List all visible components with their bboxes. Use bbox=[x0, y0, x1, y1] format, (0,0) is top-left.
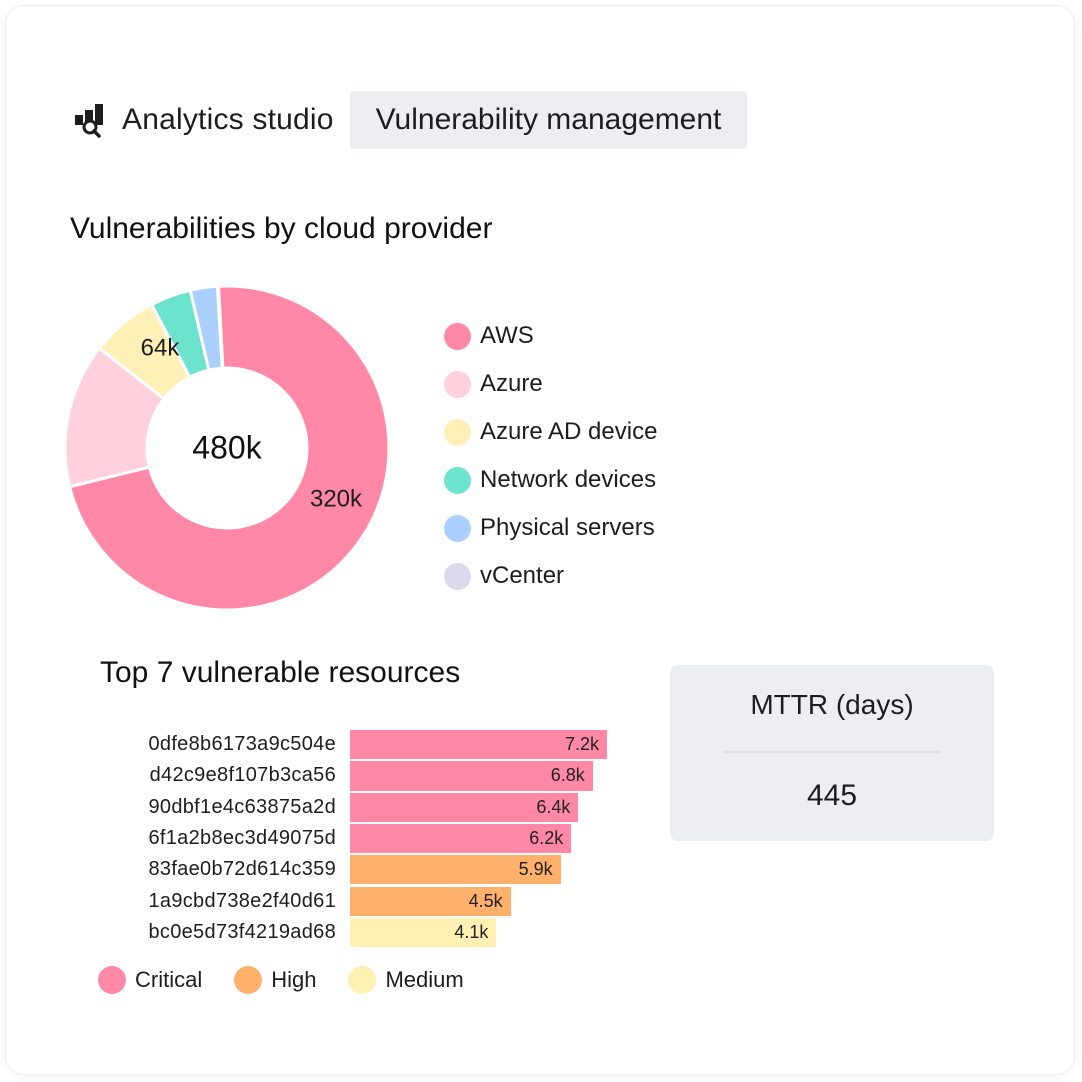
legend-item-physical-servers[interactable]: Physical servers bbox=[444, 504, 657, 552]
mttr-divider bbox=[724, 751, 940, 753]
legend-swatch bbox=[444, 370, 471, 398]
analytics-studio-icon bbox=[75, 104, 103, 138]
mttr-title: MTTR (days) bbox=[750, 689, 914, 720]
legend-label: Azure AD device bbox=[480, 418, 658, 445]
legend-item-aws[interactable]: AWS bbox=[444, 312, 657, 360]
bar-value-label: 4.5k bbox=[468, 890, 503, 911]
bar-1a9cbd738e2f40d61[interactable]: 4.5k bbox=[350, 886, 511, 916]
bar-6f1a2b8ec3d49075d[interactable]: 6.2k bbox=[350, 823, 572, 854]
bar-value-label: 6.4k bbox=[536, 796, 571, 817]
bar-d42c9e8f107b3ca56[interactable]: 6.8k bbox=[350, 761, 593, 791]
bar-category-label: d42c9e8f107b3ca56 bbox=[149, 764, 336, 787]
mttr-value: 445 bbox=[806, 779, 858, 812]
bar-value-label: 6.8k bbox=[550, 765, 585, 786]
bar-category-label: bc0e5d73f4219ad68 bbox=[148, 920, 336, 943]
legend-label: AWS bbox=[480, 322, 534, 349]
bar-83fae0b72d614c359[interactable]: 5.9k bbox=[350, 855, 561, 885]
bar-value-label: 5.9k bbox=[518, 859, 553, 880]
severity-legend-item-critical[interactable]: Critical bbox=[98, 966, 202, 994]
legend-label: Azure bbox=[480, 370, 543, 397]
legend-swatch bbox=[444, 514, 471, 542]
legend-swatch bbox=[234, 966, 263, 994]
donut-legend: AWS Azure Azure AD device Network devices Ph… bbox=[444, 312, 657, 600]
donut-chart-title: Vulnerabilities by cloud provider bbox=[70, 212, 493, 245]
severity-legend-item-high[interactable]: High bbox=[234, 966, 316, 994]
bar-category-label: 0dfe8b6173a9c504e bbox=[148, 733, 336, 755]
legend-swatch bbox=[444, 418, 471, 446]
donut-center-total: 480k bbox=[192, 429, 262, 465]
bar-bc0e5d73f4219ad68[interactable]: 4.1k bbox=[350, 917, 497, 948]
donut-slice-label: 320k bbox=[310, 485, 363, 512]
bar-0dfe8b6173a9c504e[interactable]: 7.2k bbox=[350, 730, 607, 760]
legend-label: vCenter bbox=[480, 562, 565, 589]
bar-value-label: 6.2k bbox=[529, 827, 564, 848]
donut-slice-aws[interactable] bbox=[67, 284, 391, 612]
severity-legend-item-medium[interactable]: Medium bbox=[348, 966, 464, 994]
legend-label: Physical servers bbox=[480, 514, 655, 541]
legend-item-vcenter[interactable]: vCenter bbox=[444, 552, 657, 600]
bar-plot-area: 7.2k 6.8k 6.4k 6.2k 5.9k 4.5k 4.1k bbox=[350, 729, 650, 949]
bar-value-label: 4.1k bbox=[454, 921, 489, 942]
legend-item-azure[interactable]: Azure bbox=[444, 360, 657, 408]
legend-swatch bbox=[98, 966, 126, 994]
legend-swatch bbox=[348, 966, 377, 994]
legend-swatch bbox=[444, 562, 471, 590]
bar-chart-title: Top 7 vulnerable resources bbox=[100, 656, 461, 689]
bar-value-label: 7.2k bbox=[564, 734, 599, 754]
vulnerability-management-tag[interactable]: Vulnerability management bbox=[349, 91, 748, 149]
bar-category-label: 1a9cbd738e2f40d61 bbox=[148, 889, 336, 912]
legend-label: Medium bbox=[385, 967, 464, 992]
legend-swatch bbox=[444, 322, 471, 350]
bar-category-labels: 0dfe8b6173a9c504e d42c9e8f107b3ca56 90dbf1… bbox=[36, 729, 336, 949]
legend-item-network-devices[interactable]: Network devices bbox=[444, 456, 657, 504]
legend-item-azure-ad-device[interactable]: Azure AD device bbox=[444, 408, 657, 456]
bar-category-label: 83fae0b72d614c359 bbox=[148, 858, 336, 881]
mttr-card: MTTR (days) 445 bbox=[670, 665, 994, 841]
donut-slice-label: 64k bbox=[141, 334, 181, 361]
header: Analytics studio Vulnerability managemen… bbox=[74, 90, 748, 150]
bar-category-label: 90dbf1e4c63875a2d bbox=[148, 795, 336, 818]
legend-label: High bbox=[271, 967, 317, 992]
bar-category-label: 6f1a2b8ec3d49075d bbox=[148, 826, 336, 849]
legend-label: Network devices bbox=[480, 466, 657, 493]
dashboard-card: Analytics studio Vulnerability managemen… bbox=[6, 6, 1074, 1074]
bar-90dbf1e4c63875a2d[interactable]: 6.4k bbox=[350, 792, 579, 822]
donut-slice-vcenter[interactable] bbox=[215, 284, 225, 370]
legend-swatch bbox=[444, 466, 471, 494]
legend-label: Critical bbox=[135, 967, 203, 992]
studio-label[interactable]: Analytics studio bbox=[122, 103, 334, 136]
severity-legend: Critical High Medium bbox=[98, 966, 496, 994]
